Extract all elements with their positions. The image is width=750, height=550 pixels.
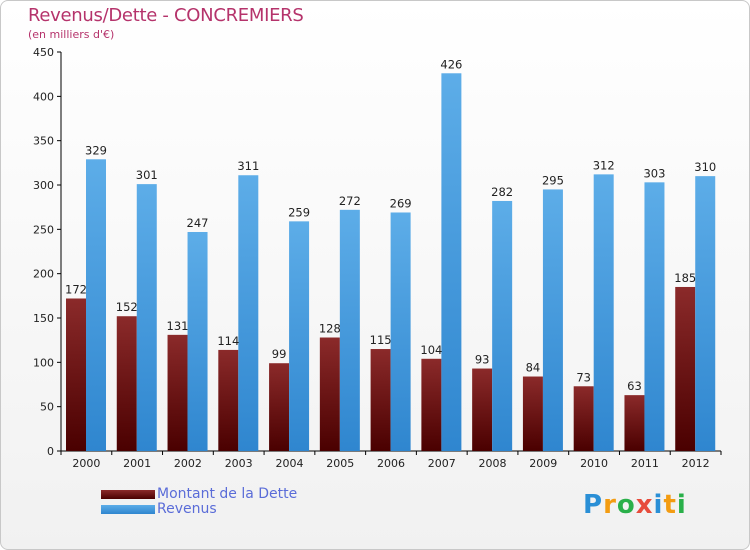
logo-letter: i	[653, 490, 664, 520]
bar-dette	[269, 363, 290, 451]
bar-dette	[472, 368, 493, 451]
data-label-dette: 128	[319, 322, 341, 336]
x-tick-label: 2005	[326, 457, 354, 470]
data-label-revenus: 301	[136, 168, 158, 182]
x-tick-label: 2012	[682, 457, 710, 470]
x-tick-label: 2002	[174, 457, 202, 470]
data-label-dette: 152	[116, 300, 138, 314]
logo-letter: i	[676, 490, 687, 520]
bar-revenus	[136, 184, 157, 451]
logo-letter: x	[635, 490, 654, 520]
x-tick-label: 2009	[529, 457, 557, 470]
y-tick-label: 50	[40, 401, 54, 414]
bar-revenus	[593, 174, 614, 452]
data-label-dette: 185	[674, 271, 696, 285]
legend-label-revenus: Revenus	[157, 501, 217, 517]
data-label-revenus: 312	[593, 158, 615, 172]
logo-letter: P	[583, 490, 604, 520]
y-tick-label: 300	[33, 179, 54, 192]
data-label-dette: 93	[475, 353, 490, 367]
bar-dette	[319, 337, 340, 451]
data-label-revenus: 329	[85, 143, 107, 157]
data-label-revenus: 310	[694, 160, 716, 174]
y-tick-label: 250	[33, 223, 54, 236]
bar-dette	[218, 349, 239, 451]
bar-revenus	[695, 176, 716, 451]
y-tick-label: 0	[47, 445, 54, 458]
bar-revenus	[238, 175, 259, 451]
bar-dette	[66, 298, 86, 451]
y-tick-label: 350	[33, 135, 54, 148]
data-label-revenus: 295	[542, 173, 564, 187]
x-tick-label: 2006	[377, 457, 405, 470]
x-tick-label: 2011	[631, 457, 659, 470]
legend-swatch-revenus	[101, 505, 155, 514]
bar-revenus	[187, 231, 208, 451]
bar-dette	[522, 376, 543, 451]
data-label-revenus: 269	[390, 196, 412, 210]
bar-dette	[167, 334, 188, 451]
chart-subtitle: (en milliers d'€)	[28, 28, 115, 41]
data-label-dette: 114	[217, 334, 239, 348]
bar-revenus	[492, 200, 513, 451]
data-label-dette: 63	[627, 379, 642, 393]
logo-letter: t	[663, 490, 677, 520]
x-tick-label: 2007	[428, 457, 456, 470]
chart-bars	[66, 73, 716, 452]
legend-label-dette: Montant de la Dette	[157, 486, 298, 502]
bar-revenus	[86, 159, 106, 451]
bar-dette	[624, 395, 645, 451]
logo-letter: r	[603, 490, 617, 520]
logo-letter: o	[616, 490, 636, 520]
bar-revenus	[390, 212, 411, 451]
x-tick-label: 2001	[123, 457, 151, 470]
data-label-revenus: 282	[491, 185, 513, 199]
data-label-revenus: 272	[339, 194, 361, 208]
bar-dette	[573, 386, 594, 451]
data-label-revenus: 303	[643, 166, 665, 180]
bar-dette	[116, 316, 137, 451]
proxiti-logo: Proxiti	[583, 490, 687, 520]
data-label-revenus: 426	[440, 57, 462, 71]
x-tick-label: 2004	[275, 457, 303, 470]
bar-dette	[370, 349, 391, 451]
data-label-dette: 115	[370, 333, 392, 347]
data-label-revenus: 247	[187, 216, 209, 230]
data-label-revenus: 311	[237, 159, 259, 173]
data-label-revenus: 259	[288, 205, 310, 219]
x-tick-label: 2003	[225, 457, 253, 470]
y-tick-label: 200	[33, 268, 54, 281]
x-tick-label: 2010	[580, 457, 608, 470]
data-label-dette: 99	[272, 347, 287, 361]
x-tick-label: 2008	[479, 457, 507, 470]
y-tick-label: 150	[33, 312, 54, 325]
x-tick-label: 2000	[72, 457, 100, 470]
y-tick-label: 400	[33, 90, 54, 103]
bar-revenus	[339, 209, 360, 451]
bar-revenus	[644, 182, 665, 451]
data-label-dette: 172	[65, 282, 87, 296]
bar-revenus	[289, 221, 310, 451]
data-label-dette: 131	[167, 319, 189, 333]
y-tick-label: 450	[33, 46, 54, 59]
chart-title: Revenus/Dette - CONCREMIERS	[28, 5, 304, 26]
legend-swatch-dette	[101, 490, 155, 499]
bar-dette	[421, 358, 442, 451]
bar-revenus	[441, 73, 462, 451]
bar-revenus	[542, 189, 563, 451]
y-tick-label: 100	[33, 356, 54, 369]
bar-dette	[675, 286, 696, 451]
chart-value-labels: 172 329 152 301 131 247 114 311 99 259 128 272 115 26…	[65, 57, 716, 393]
data-label-dette: 104	[420, 343, 442, 357]
data-label-dette: 84	[526, 361, 541, 375]
data-label-dette: 73	[576, 370, 591, 384]
